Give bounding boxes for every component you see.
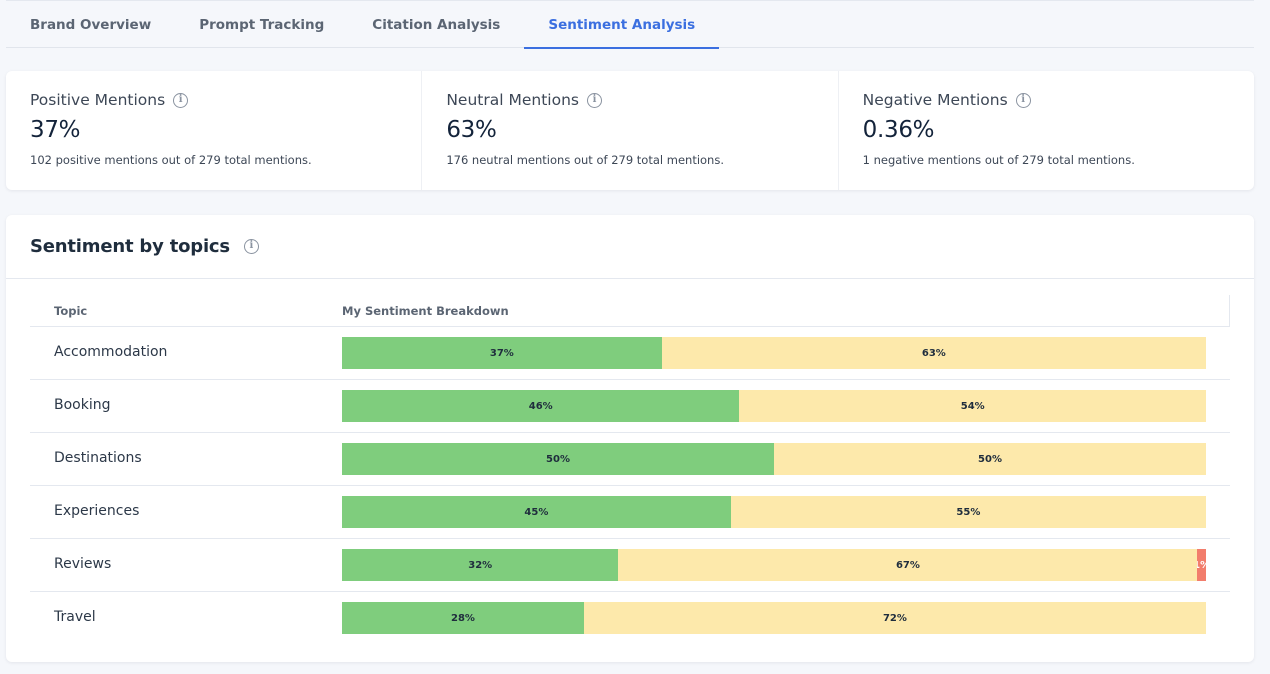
positive-mentions-card: Positive Mentions i 37% 102 positive men… — [6, 71, 421, 190]
tab-prompt-tracking[interactable]: Prompt Tracking — [199, 17, 325, 33]
sentiment-breakdown-bar[interactable]: 37% 63% — [342, 337, 1206, 369]
column-divider — [1229, 295, 1230, 327]
table-row[interactable]: Reviews 32%67%1% — [30, 539, 1230, 592]
tab-bar: Brand Overview Prompt Tracking Citation … — [6, 0, 1254, 49]
neutral-mentions-value: 63% — [446, 117, 497, 143]
info-icon[interactable]: i — [586, 92, 602, 108]
panel-title: Sentiment by topics — [30, 236, 230, 257]
tab-sentiment-analysis[interactable]: Sentiment Analysis — [524, 1, 720, 49]
positive-mentions-value: 37% — [30, 117, 81, 143]
sentiment-breakdown-bar[interactable]: 32%67%1% — [342, 549, 1206, 581]
table-row[interactable]: Travel 28% 72% — [30, 592, 1230, 645]
row-topic-label: Experiences — [54, 503, 140, 519]
neutral-segment[interactable]: 55% — [730, 496, 1206, 528]
table-row[interactable]: Booking 46% 54% — [30, 380, 1230, 433]
neutral-segment[interactable]: 50% — [774, 443, 1206, 475]
positive-segment[interactable]: 45% — [342, 496, 731, 528]
negative-mentions-title: Negative Mentions — [862, 91, 1008, 109]
tab-brand-overview[interactable]: Brand Overview — [30, 17, 152, 33]
neutral-mentions-title: Neutral Mentions — [446, 91, 579, 109]
card-title-row: Positive Mentions i — [30, 91, 397, 109]
table-body: Accommodation 37% 63% Booking 46% 54% Destinat… — [30, 327, 1230, 645]
neutral-mentions-desc: 176 neutral mentions out of 279 total me… — [446, 153, 724, 167]
table-row[interactable]: Accommodation 37% 63% — [30, 327, 1230, 380]
positive-mentions-desc: 102 positive mentions out of 279 total m… — [30, 153, 312, 167]
info-icon[interactable]: i — [173, 92, 189, 108]
sentiment-by-topics-panel: Sentiment by topics i Topic My Sentiment… — [6, 215, 1254, 662]
row-topic-label: Reviews — [54, 556, 112, 572]
info-icon[interactable]: i — [1015, 92, 1031, 108]
row-topic-label: Accommodation — [54, 344, 168, 360]
card-title-row: Negative Mentions i — [863, 91, 1230, 109]
summary-cards: Positive Mentions i 37% 102 positive men… — [6, 71, 1254, 190]
negative-mentions-card: Negative Mentions i 0.36% 1 negative men… — [837, 71, 1254, 190]
row-topic-label: Booking — [54, 397, 111, 413]
neutral-segment[interactable]: 72% — [583, 602, 1206, 634]
positive-segment[interactable]: 37% — [342, 337, 662, 369]
sentiment-breakdown-bar[interactable]: 50% 50% — [342, 443, 1206, 475]
sentiment-breakdown-bar[interactable]: 45% 55% — [342, 496, 1206, 528]
panel-header: Sentiment by topics i — [6, 215, 1254, 279]
table-row[interactable]: Experiences 45% 55% — [30, 486, 1230, 539]
table-header: Topic My Sentiment Breakdown — [30, 295, 1230, 327]
positive-segment[interactable]: 46% — [342, 390, 740, 422]
positive-mentions-title: Positive Mentions — [30, 91, 166, 109]
neutral-segment[interactable]: 63% — [661, 337, 1206, 369]
neutral-segment[interactable]: 67% — [618, 549, 1198, 581]
sentiment-breakdown-bar[interactable]: 28% 72% — [342, 602, 1206, 634]
row-topic-label: Travel — [54, 609, 96, 625]
neutral-mentions-card: Neutral Mentions i 63% 176 neutral menti… — [421, 71, 837, 190]
negative-mentions-value: 0.36% — [862, 117, 935, 143]
positive-segment[interactable]: 50% — [342, 443, 774, 475]
neutral-segment[interactable]: 54% — [739, 390, 1206, 422]
positive-segment[interactable]: 28% — [342, 602, 584, 634]
card-title-row: Neutral Mentions i — [446, 91, 813, 109]
table-row[interactable]: Destinations 50% 50% — [30, 433, 1230, 486]
sentiment-breakdown-bar[interactable]: 46% 54% — [342, 390, 1206, 422]
info-icon[interactable]: i — [243, 239, 259, 254]
topics-table: Topic My Sentiment Breakdown Accommodati… — [30, 295, 1230, 645]
row-topic-label: Destinations — [54, 450, 142, 466]
negative-segment[interactable]: 1% — [1197, 549, 1206, 581]
column-header-topic[interactable]: Topic — [54, 304, 88, 318]
tab-citation-analysis[interactable]: Citation Analysis — [372, 17, 501, 33]
negative-mentions-desc: 1 negative mentions out of 279 total men… — [862, 153, 1135, 167]
positive-segment[interactable]: 32% — [342, 549, 619, 581]
column-header-breakdown[interactable]: My Sentiment Breakdown — [342, 304, 509, 318]
